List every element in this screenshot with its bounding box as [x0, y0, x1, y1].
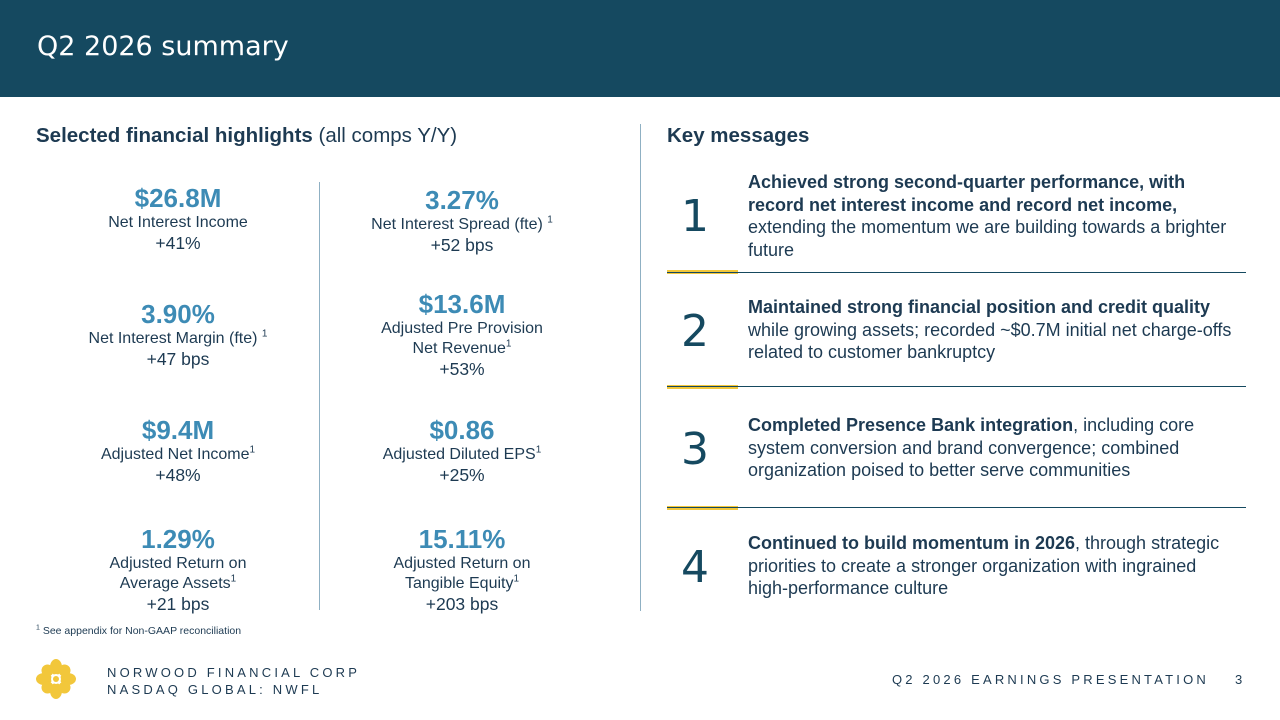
metric-value: 3.27% — [425, 185, 499, 215]
company-name: NORWOOD FINANCIAL CORP NASDAQ GLOBAL: NW… — [107, 664, 360, 698]
page-title: Q2 2026 summary — [37, 31, 289, 62]
metric-change: +53% — [439, 359, 485, 379]
footnote: 1 See appendix for Non-GAAP reconciliati… — [36, 624, 242, 638]
metric-label: Net Interest Income — [108, 214, 248, 231]
metric-label: Adjusted Pre Provision — [381, 320, 543, 337]
highlights-heading-note: (all comps Y/Y) — [312, 124, 458, 147]
message-number: 4 — [681, 542, 709, 593]
metric-net-interest-income: $26.8M Net Interest Income +41% — [38, 183, 318, 254]
header-bar: Q2 2026 summary — [0, 0, 1280, 97]
metric-return-on-average-assets: 1.29% Adjusted Return on Average Assets1… — [38, 524, 318, 615]
metric-net-interest-spread: 3.27% Net Interest Spread (fte) 1 +52 bp… — [322, 185, 602, 256]
metric-value: 15.11% — [418, 524, 506, 554]
message-number: 3 — [681, 424, 709, 475]
message-text: Continued to build momentum in 2026, thr… — [748, 533, 1220, 598]
metric-net-interest-margin: 3.90% Net Interest Margin (fte) 1 +47 bp… — [38, 299, 318, 370]
metric-adjusted-net-income: $9.4M Adjusted Net Income1 +48% — [38, 415, 318, 486]
metric-value: $9.4M — [141, 415, 215, 445]
message-text: Maintained strong financial position and… — [748, 297, 1232, 362]
highlights-heading-bold: Selected financial highlights — [36, 124, 313, 147]
flower-logo-icon — [36, 659, 76, 699]
metric-label: Adjusted Return on — [109, 555, 247, 572]
metric-change: +21 bps — [146, 594, 210, 614]
column-divider — [319, 182, 320, 610]
metric-value: 1.29% — [141, 524, 215, 554]
presentation-title: Q2 2026 EARNINGS PRESENTATION — [892, 672, 1209, 687]
metric-value: $13.6M — [418, 289, 506, 319]
section-divider — [640, 124, 641, 611]
divider-line — [667, 272, 1246, 273]
metric-change: +52 bps — [430, 235, 494, 255]
metric-label: Tangible Equity1 — [404, 573, 520, 592]
page-number: 3 — [1235, 672, 1243, 687]
metric-label: Adjusted Diluted EPS1 — [382, 444, 542, 463]
key-message-3: 3 Completed Presence Bank integration, i… — [667, 414, 1247, 512]
metric-change: +25% — [439, 465, 485, 485]
key-message-4: 4 Continued to build momentum in 2026, t… — [667, 532, 1247, 612]
accent-bar — [667, 506, 738, 510]
divider-line — [667, 507, 1246, 508]
divider-line — [667, 386, 1246, 387]
metric-change: +47 bps — [146, 349, 210, 369]
highlights-heading: Selected financial highlights (all comps… — [36, 124, 457, 148]
metric-value: 3.90% — [141, 299, 215, 329]
message-number: 1 — [681, 191, 709, 242]
metric-change: +48% — [155, 465, 201, 485]
metric-return-on-tangible-equity: 15.11% Adjusted Return on Tangible Equit… — [322, 524, 602, 615]
metric-change: +41% — [155, 233, 201, 253]
metric-label: Adjusted Net Income1 — [100, 444, 256, 463]
key-message-2: 2 Maintained strong financial position a… — [667, 296, 1247, 392]
metric-value: $0.86 — [429, 415, 495, 445]
metric-label: Average Assets1 — [119, 573, 237, 592]
metric-label: Net Revenue1 — [412, 338, 512, 357]
metric-adjusted-diluted-eps: $0.86 Adjusted Diluted EPS1 +25% — [322, 415, 602, 486]
message-number: 2 — [681, 306, 709, 357]
company-line-2: NASDAQ GLOBAL: NWFL — [107, 682, 323, 697]
metric-change: +203 bps — [425, 594, 499, 614]
message-text: Completed Presence Bank integration, inc… — [748, 415, 1195, 480]
metric-label: Net Interest Margin (fte) 1 — [88, 328, 268, 347]
accent-bar — [667, 385, 738, 389]
key-message-1: 1 Achieved strong second-quarter perform… — [667, 171, 1247, 275]
metric-label: Adjusted Return on — [393, 555, 531, 572]
company-line-1: NORWOOD FINANCIAL CORP — [107, 665, 361, 680]
key-messages-heading: Key messages — [667, 124, 810, 147]
metric-value: $26.8M — [134, 183, 222, 213]
metric-label: Net Interest Spread (fte) 1 — [371, 214, 553, 233]
metric-pre-provision-net-revenue: $13.6M Adjusted Pre Provision Net Revenu… — [322, 289, 602, 380]
message-text: Achieved strong second-quarter performan… — [748, 172, 1227, 260]
